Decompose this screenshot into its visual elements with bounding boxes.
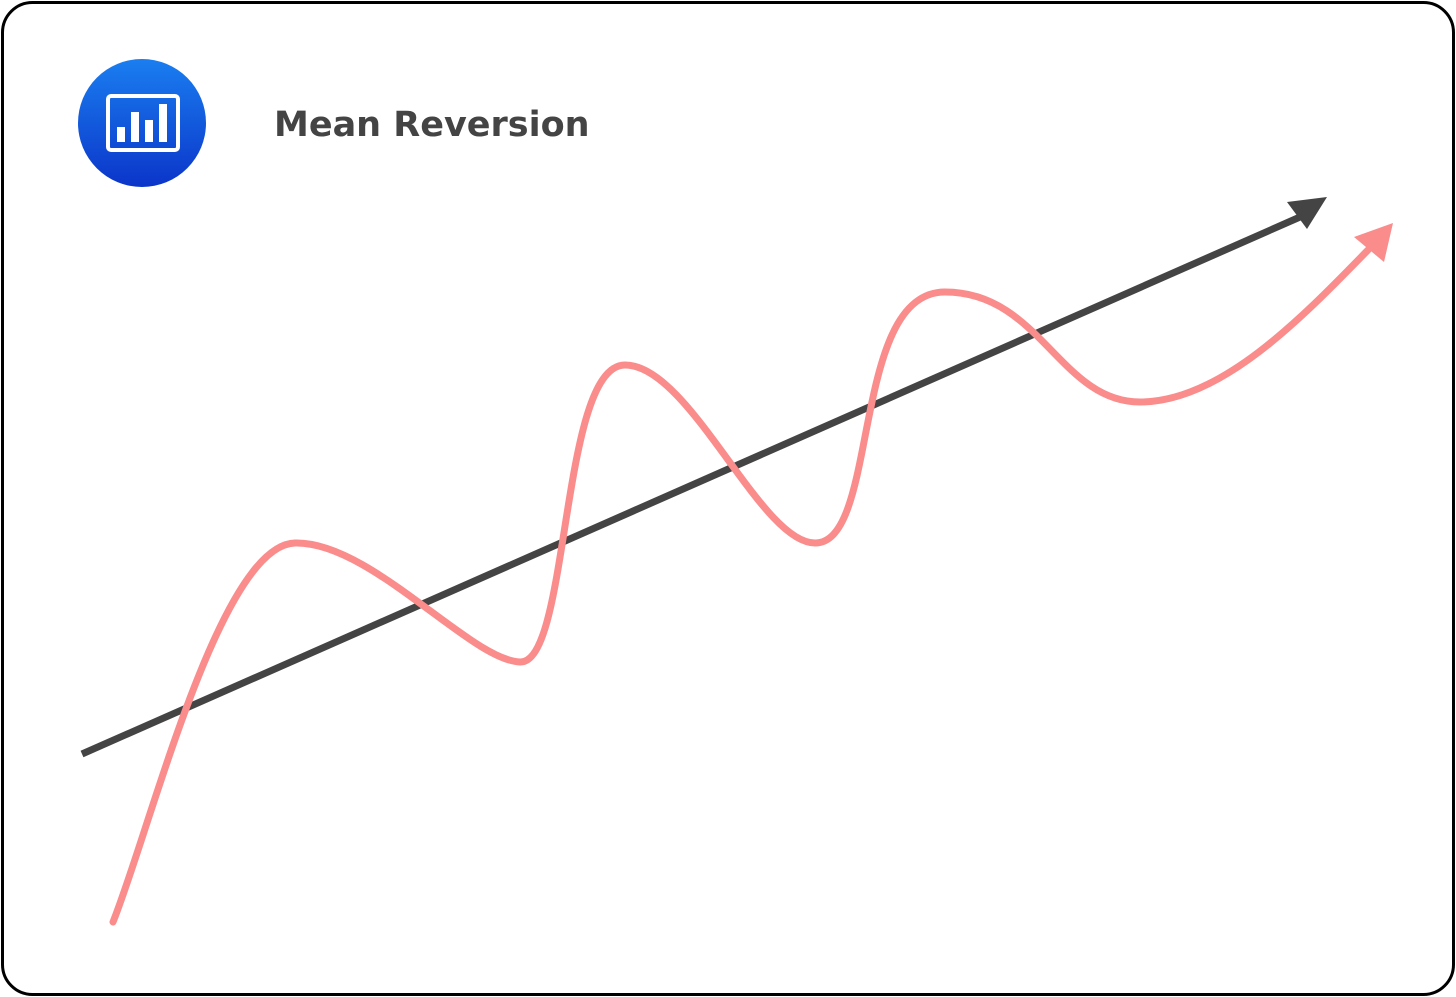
icon-bar [159,104,167,142]
trend-arrow [80,197,1327,758]
trend-arrowhead [1287,197,1327,229]
trend-line [80,213,1302,758]
icon-frame [106,94,180,152]
price-curve [109,246,1372,926]
title: Mean Reversion [274,105,590,145]
icon-bar [117,127,125,142]
icon-bar [131,112,139,142]
icon-circle [78,59,206,187]
price-arrow [109,223,1393,926]
icon-bar [145,120,153,142]
price-arrowhead [1354,223,1393,262]
icon [78,59,206,187]
